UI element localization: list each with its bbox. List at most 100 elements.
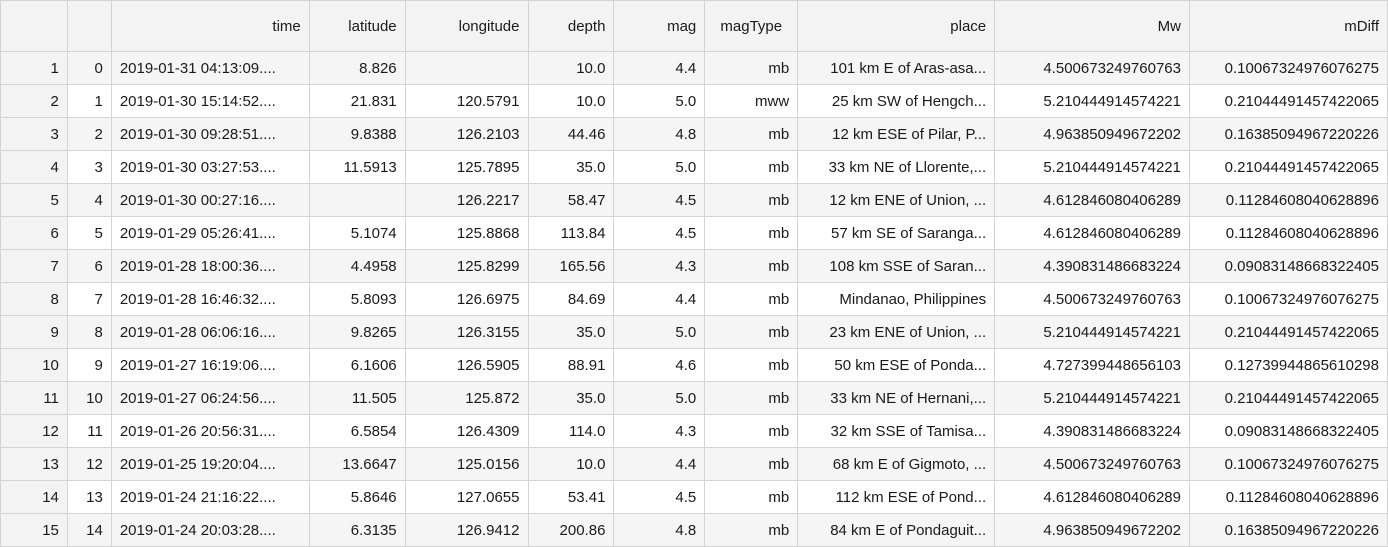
column-header-latitude[interactable]: latitude [308, 0, 406, 52]
mdiff-cell[interactable]: 0.09083148668322405 [1189, 249, 1388, 283]
magtype-cell[interactable]: mb [704, 480, 799, 514]
latitude-cell[interactable] [308, 183, 406, 217]
table-row[interactable]: 2 1 2019-01-30 15:14:52.... 21.831 120.5791 1… [0, 84, 1388, 118]
time-cell[interactable]: 2019-01-28 18:00:36.... [110, 249, 310, 283]
mw-cell[interactable]: 4.963850949672202 [994, 513, 1190, 547]
magtype-cell[interactable]: mb [704, 150, 799, 184]
time-cell[interactable]: 2019-01-30 03:27:53.... [110, 150, 310, 184]
index-cell[interactable]: 1 [66, 84, 112, 118]
row-number[interactable]: 7 [0, 249, 68, 283]
table-row[interactable]: 10 9 2019-01-27 16:19:06.... 6.1606 126.5905… [0, 348, 1388, 382]
time-cell[interactable]: 2019-01-30 09:28:51.... [110, 117, 310, 151]
index-cell[interactable]: 12 [66, 447, 112, 481]
place-cell[interactable]: 101 km E of Aras-asa... [797, 51, 996, 85]
row-number[interactable]: 10 [0, 348, 68, 382]
place-cell[interactable]: 12 km ENE of Union, ... [797, 183, 996, 217]
time-cell[interactable]: 2019-01-25 19:20:04.... [110, 447, 310, 481]
mag-cell[interactable]: 4.4 [613, 51, 706, 85]
mw-cell[interactable]: 4.612846080406289 [994, 216, 1190, 250]
table-row[interactable]: 9 8 2019-01-28 06:06:16.... 9.8265 126.3155 3… [0, 315, 1388, 349]
mag-cell[interactable]: 5.0 [613, 381, 706, 415]
table-row[interactable]: 6 5 2019-01-29 05:26:41.... 5.1074 125.8868 1… [0, 216, 1388, 250]
latitude-cell[interactable]: 8.826 [308, 51, 406, 85]
row-number[interactable]: 14 [0, 480, 68, 514]
depth-cell[interactable]: 114.0 [527, 414, 615, 448]
index-cell[interactable]: 9 [66, 348, 112, 382]
longitude-cell[interactable]: 126.2103 [404, 117, 529, 151]
latitude-cell[interactable]: 9.8388 [308, 117, 406, 151]
place-cell[interactable]: 12 km ESE of Pilar, P... [797, 117, 996, 151]
longitude-cell[interactable]: 126.9412 [404, 513, 529, 547]
mdiff-cell[interactable]: 0.09083148668322405 [1189, 414, 1388, 448]
depth-cell[interactable]: 10.0 [527, 51, 615, 85]
column-header-rownum[interactable] [0, 0, 68, 52]
magtype-cell[interactable]: mb [704, 513, 799, 547]
index-cell[interactable]: 13 [66, 480, 112, 514]
table-row[interactable]: 7 6 2019-01-28 18:00:36.... 4.4958 125.8299 1… [0, 249, 1388, 283]
column-header-longitude[interactable]: longitude [404, 0, 529, 52]
mag-cell[interactable]: 4.5 [613, 216, 706, 250]
magtype-cell[interactable]: mb [704, 216, 799, 250]
longitude-cell[interactable]: 125.7895 [404, 150, 529, 184]
depth-cell[interactable]: 165.56 [527, 249, 615, 283]
magtype-cell[interactable]: mb [704, 117, 799, 151]
longitude-cell[interactable]: 126.2217 [404, 183, 529, 217]
mw-cell[interactable]: 4.500673249760763 [994, 51, 1190, 85]
place-cell[interactable]: 33 km NE of Hernani,... [797, 381, 996, 415]
depth-cell[interactable]: 53.41 [527, 480, 615, 514]
latitude-cell[interactable]: 5.8093 [308, 282, 406, 316]
mdiff-cell[interactable]: 0.12739944865610298 [1189, 348, 1388, 382]
magtype-cell[interactable]: mb [704, 315, 799, 349]
place-cell[interactable]: 33 km NE of Llorente,... [797, 150, 996, 184]
depth-cell[interactable]: 10.0 [527, 84, 615, 118]
mag-cell[interactable]: 5.0 [613, 315, 706, 349]
mdiff-cell[interactable]: 0.16385094967220226 [1189, 117, 1388, 151]
depth-cell[interactable]: 35.0 [527, 381, 615, 415]
mw-cell[interactable]: 5.210444914574221 [994, 315, 1190, 349]
depth-cell[interactable]: 35.0 [527, 150, 615, 184]
mag-cell[interactable]: 4.3 [613, 414, 706, 448]
longitude-cell[interactable]: 126.4309 [404, 414, 529, 448]
row-number[interactable]: 8 [0, 282, 68, 316]
table-row[interactable]: 13 12 2019-01-25 19:20:04.... 13.6647 125.01… [0, 447, 1388, 481]
latitude-cell[interactable]: 13.6647 [308, 447, 406, 481]
time-cell[interactable]: 2019-01-31 04:13:09.... [110, 51, 310, 85]
index-cell[interactable]: 5 [66, 216, 112, 250]
latitude-cell[interactable]: 11.5913 [308, 150, 406, 184]
place-cell[interactable]: Mindanao, Philippines [797, 282, 996, 316]
row-number[interactable]: 15 [0, 513, 68, 547]
column-header-mag[interactable]: mag [613, 0, 706, 52]
column-header-magtype[interactable]: magType [704, 0, 799, 52]
magtype-cell[interactable]: mww [704, 84, 799, 118]
table-row[interactable]: 5 4 2019-01-30 00:27:16.... 126.2217 58.47 4.… [0, 183, 1388, 217]
mdiff-cell[interactable]: 0.21044491457422065 [1189, 315, 1388, 349]
latitude-cell[interactable]: 6.5854 [308, 414, 406, 448]
longitude-cell[interactable]: 127.0655 [404, 480, 529, 514]
latitude-cell[interactable]: 11.505 [308, 381, 406, 415]
depth-cell[interactable]: 10.0 [527, 447, 615, 481]
magtype-cell[interactable]: mb [704, 282, 799, 316]
index-cell[interactable]: 11 [66, 414, 112, 448]
latitude-cell[interactable]: 9.8265 [308, 315, 406, 349]
time-cell[interactable]: 2019-01-26 20:56:31.... [110, 414, 310, 448]
time-cell[interactable]: 2019-01-24 21:16:22.... [110, 480, 310, 514]
longitude-cell[interactable]: 125.8299 [404, 249, 529, 283]
depth-cell[interactable]: 44.46 [527, 117, 615, 151]
row-number[interactable]: 11 [0, 381, 68, 415]
magtype-cell[interactable]: mb [704, 51, 799, 85]
time-cell[interactable]: 2019-01-29 05:26:41.... [110, 216, 310, 250]
longitude-cell[interactable]: 125.8868 [404, 216, 529, 250]
place-cell[interactable]: 23 km ENE of Union, ... [797, 315, 996, 349]
latitude-cell[interactable]: 6.1606 [308, 348, 406, 382]
longitude-cell[interactable] [404, 51, 529, 85]
mw-cell[interactable]: 4.500673249760763 [994, 282, 1190, 316]
row-number[interactable]: 4 [0, 150, 68, 184]
table-row[interactable]: 11 10 2019-01-27 06:24:56.... 11.505 125.872… [0, 381, 1388, 415]
mag-cell[interactable]: 4.8 [613, 513, 706, 547]
magtype-cell[interactable]: mb [704, 249, 799, 283]
mag-cell[interactable]: 4.8 [613, 117, 706, 151]
time-cell[interactable]: 2019-01-28 16:46:32.... [110, 282, 310, 316]
place-cell[interactable]: 32 km SSE of Tamisa... [797, 414, 996, 448]
mw-cell[interactable]: 4.612846080406289 [994, 480, 1190, 514]
mw-cell[interactable]: 5.210444914574221 [994, 150, 1190, 184]
